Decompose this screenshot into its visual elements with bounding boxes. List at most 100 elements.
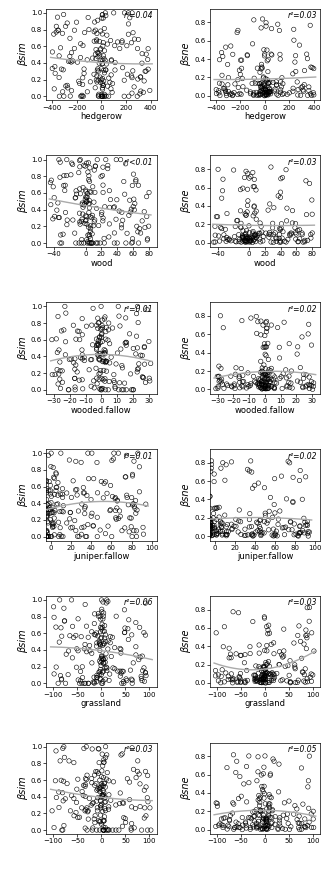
Point xyxy=(64,486,69,500)
Point xyxy=(209,457,214,471)
Point xyxy=(99,208,104,222)
Point xyxy=(102,776,107,790)
Point xyxy=(123,311,128,325)
Point xyxy=(99,777,104,791)
Point xyxy=(83,183,88,197)
Point xyxy=(260,79,265,93)
Point xyxy=(101,823,107,837)
Point xyxy=(231,519,237,533)
Point xyxy=(56,70,62,84)
Point xyxy=(246,776,251,790)
Point xyxy=(284,673,289,687)
Point xyxy=(53,660,59,674)
Point xyxy=(84,823,90,837)
Point xyxy=(118,153,123,167)
Point xyxy=(79,343,84,357)
Point xyxy=(94,318,99,332)
Point xyxy=(233,368,238,381)
Point xyxy=(44,483,49,497)
Point xyxy=(259,377,264,391)
Point xyxy=(233,220,238,234)
Point xyxy=(270,815,275,829)
Point xyxy=(82,779,88,793)
Point xyxy=(72,362,78,376)
Point xyxy=(302,77,307,91)
Point xyxy=(262,381,267,395)
Point xyxy=(94,626,99,640)
Point xyxy=(249,230,255,244)
Point xyxy=(80,197,85,211)
Point xyxy=(138,799,143,813)
Point xyxy=(243,235,248,249)
Point xyxy=(258,220,264,234)
Text: r²=0.04: r²=0.04 xyxy=(124,11,153,21)
Point xyxy=(208,515,213,529)
Point xyxy=(262,89,267,103)
Point xyxy=(49,529,54,543)
Point xyxy=(213,669,218,683)
Point xyxy=(264,367,270,381)
Point xyxy=(269,673,274,687)
Point xyxy=(259,83,264,97)
Point xyxy=(264,822,269,836)
Point xyxy=(55,309,61,323)
Point xyxy=(227,813,232,827)
Point xyxy=(83,740,89,753)
Point xyxy=(45,514,50,528)
Point xyxy=(274,376,279,390)
Point xyxy=(216,522,221,536)
Point xyxy=(102,22,107,36)
Point xyxy=(99,381,104,395)
Point xyxy=(105,642,111,656)
Point xyxy=(50,180,56,194)
Point xyxy=(270,803,275,817)
Point xyxy=(304,378,309,392)
Point xyxy=(135,341,140,355)
Point xyxy=(121,811,126,825)
Point xyxy=(81,741,86,755)
Point xyxy=(280,88,285,102)
Point xyxy=(261,358,267,372)
Point xyxy=(216,375,222,388)
Point xyxy=(135,765,140,779)
Point xyxy=(118,669,123,683)
Point xyxy=(73,454,79,468)
Point xyxy=(63,205,68,219)
Point xyxy=(95,311,100,325)
Point xyxy=(305,819,310,833)
Point xyxy=(260,671,266,685)
Point xyxy=(92,15,97,29)
Point xyxy=(304,368,309,381)
Point xyxy=(277,235,282,249)
Point xyxy=(130,64,135,78)
Point xyxy=(268,364,273,378)
Point xyxy=(81,198,86,212)
Point xyxy=(215,163,221,176)
Point xyxy=(97,352,102,366)
Point xyxy=(278,52,283,66)
Point xyxy=(263,819,268,833)
Point xyxy=(103,673,108,687)
Point xyxy=(240,229,245,243)
Point xyxy=(276,822,281,836)
Point xyxy=(261,660,266,673)
Point xyxy=(263,655,268,669)
Y-axis label: βsim: βsim xyxy=(18,189,28,213)
Point xyxy=(258,235,263,249)
Point xyxy=(251,668,256,682)
Point xyxy=(258,315,264,328)
Point xyxy=(263,16,269,30)
Point xyxy=(98,366,103,380)
Point xyxy=(275,17,280,31)
Point xyxy=(117,504,122,518)
Point xyxy=(247,226,252,240)
Point xyxy=(260,83,266,96)
Point xyxy=(208,526,214,540)
Point xyxy=(107,76,113,90)
Point xyxy=(90,797,95,811)
Point xyxy=(266,228,272,242)
Point xyxy=(74,187,79,201)
Point xyxy=(264,325,269,339)
Point xyxy=(264,368,269,382)
Point xyxy=(272,83,278,96)
